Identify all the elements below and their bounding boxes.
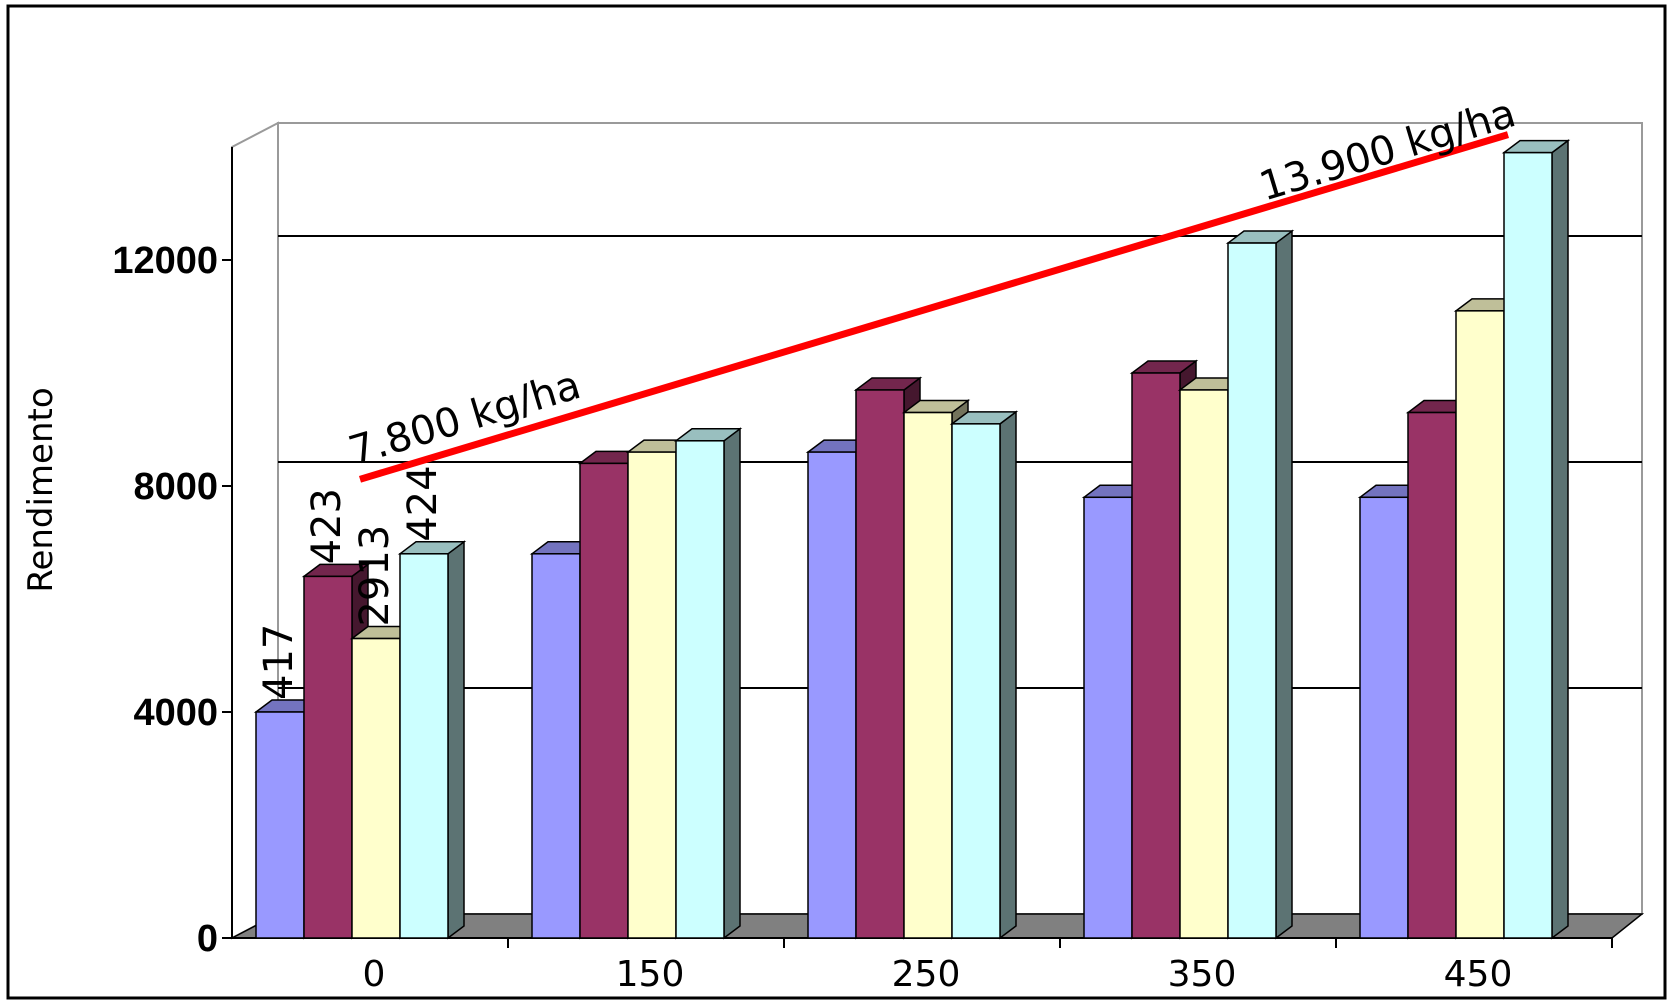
bar-front bbox=[675, 440, 725, 939]
y-axis-label: Rendimento bbox=[21, 387, 61, 592]
bar-front bbox=[1179, 389, 1229, 939]
bar-front bbox=[531, 553, 581, 939]
bar-front bbox=[1359, 496, 1409, 939]
bar-side bbox=[1275, 229, 1293, 940]
y-tick-label: 12000 bbox=[112, 240, 218, 282]
bar bbox=[949, 410, 1019, 940]
x-tick-label: 150 bbox=[616, 954, 685, 995]
bar-front bbox=[903, 411, 953, 939]
y-tick-label: 0 bbox=[197, 918, 218, 960]
data-label: 417 bbox=[256, 624, 302, 700]
bar-front bbox=[579, 462, 629, 939]
bar-front bbox=[627, 451, 677, 939]
bar-front bbox=[1455, 310, 1505, 939]
x-tick-label: 450 bbox=[1444, 954, 1513, 995]
bar-front bbox=[255, 711, 305, 939]
bar-front bbox=[1227, 242, 1277, 939]
bar bbox=[1225, 229, 1295, 940]
bar-front bbox=[399, 553, 449, 939]
data-label: 2913 bbox=[352, 525, 398, 627]
bar bbox=[397, 540, 467, 940]
bar-front bbox=[1131, 372, 1181, 939]
x-tick-label: 0 bbox=[363, 954, 386, 995]
data-label: 424 bbox=[400, 465, 446, 541]
bar-side bbox=[723, 427, 741, 940]
bar-front bbox=[351, 637, 401, 939]
bar-front bbox=[1083, 496, 1133, 939]
bar bbox=[673, 427, 743, 940]
x-tick-label: 250 bbox=[892, 954, 961, 995]
bar-front bbox=[807, 451, 857, 939]
bar-front bbox=[303, 575, 353, 939]
x-tick-label: 350 bbox=[1168, 954, 1237, 995]
bar-front bbox=[951, 423, 1001, 939]
y-tick-label: 8000 bbox=[133, 466, 218, 508]
bar-side bbox=[1551, 139, 1569, 940]
bar-front bbox=[855, 389, 905, 939]
y-tick-label: 4000 bbox=[133, 692, 218, 734]
bar-side bbox=[447, 540, 465, 940]
bar-front bbox=[1503, 151, 1553, 939]
data-label: 423 bbox=[304, 488, 350, 564]
bars bbox=[253, 139, 1571, 940]
bar bbox=[1501, 139, 1571, 940]
bar-side bbox=[999, 410, 1017, 940]
bar-front bbox=[1407, 411, 1457, 939]
trend-line bbox=[358, 131, 1510, 483]
